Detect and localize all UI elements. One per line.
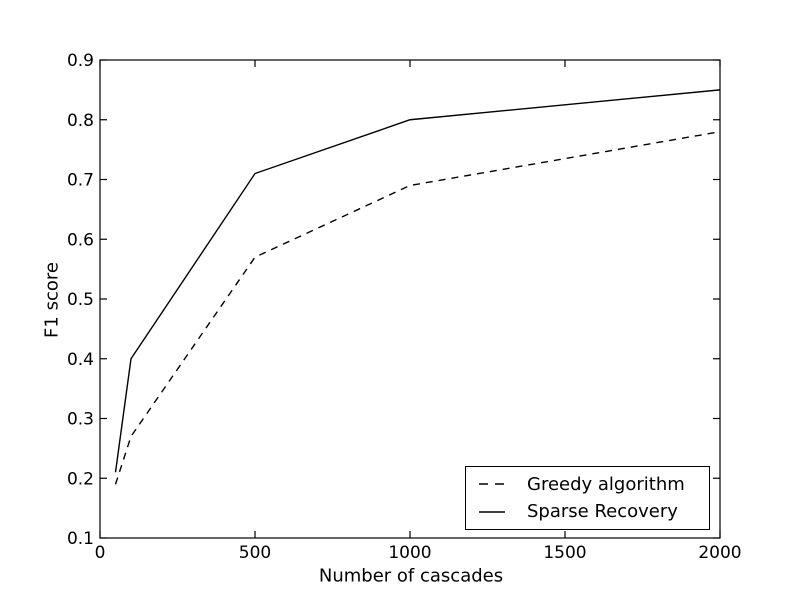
legend-item-sparse-recovery: Sparse Recovery (479, 501, 709, 522)
y-tick-label: 0.5 (67, 290, 94, 310)
y-tick-label: 0.6 (67, 230, 94, 250)
y-tick-label: 0.7 (67, 171, 94, 191)
legend-label-sparse-recovery: Sparse Recovery (527, 501, 678, 523)
dashed-line-sample-icon (479, 483, 505, 485)
legend-item-greedy-algorithm: Greedy algorithm (479, 474, 709, 495)
y-axis-label: F1 score (41, 262, 63, 338)
legend: Greedy algorithm Sparse Recovery (465, 466, 710, 530)
y-tick-label: 0.9 (67, 51, 94, 71)
y-tick-label: 0.3 (67, 410, 94, 430)
x-axis-label: Number of cascades (318, 565, 504, 587)
series-line-1 (114, 89, 721, 473)
y-tick-label: 0.1 (67, 529, 94, 549)
x-tick-label: 1500 (543, 543, 586, 563)
x-tick-label: 2000 (698, 543, 741, 563)
legend-label-greedy-algorithm: Greedy algorithm (527, 473, 685, 495)
y-tick-label: 0.2 (67, 469, 94, 489)
solid-line-sample-icon (479, 511, 505, 513)
series-line-0 (114, 131, 721, 485)
x-tick-label: 0 (95, 543, 106, 563)
x-tick-label: 1000 (388, 543, 431, 563)
x-tick-label: 500 (239, 543, 271, 563)
y-tick-label: 0.8 (67, 111, 94, 131)
y-tick-label: 0.4 (67, 350, 94, 370)
